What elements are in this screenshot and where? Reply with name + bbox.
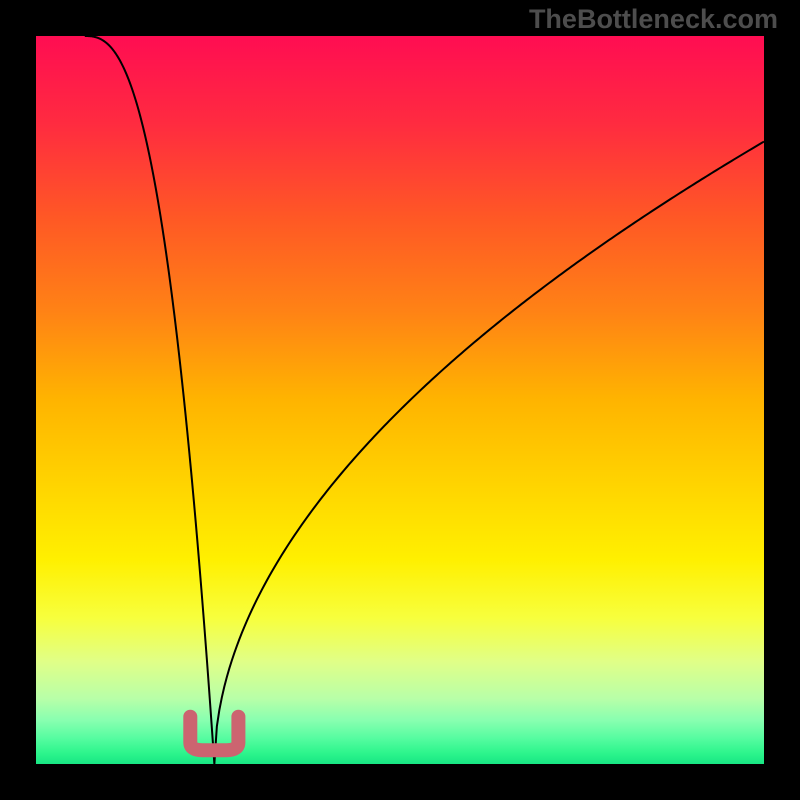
chart-root: TheBottleneck.com (0, 0, 800, 800)
bottleneck-curve-svg (0, 0, 800, 800)
watermark-text: TheBottleneck.com (529, 4, 778, 35)
optimal-range-marker (190, 717, 238, 751)
bottleneck-curve (85, 36, 764, 764)
